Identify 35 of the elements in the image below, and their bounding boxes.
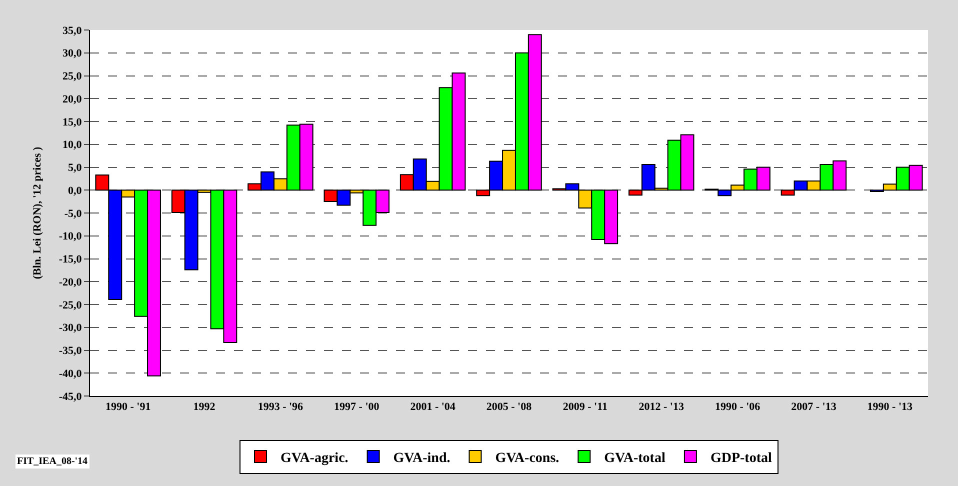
x-tick-label: 2005 - '08 [486,401,532,414]
x-tick-label: 2007 - '13 [791,401,837,414]
y-tick-label: -45,0 [58,390,82,403]
y-tick-label: -25,0 [58,299,82,312]
x-tick-label: 2009 - '11 [562,401,608,414]
x-tick-label: 1990 - '13 [867,401,914,414]
x-tick-label: 2001 - '04 [410,401,456,414]
y-tick-label: 5,0 [68,162,82,174]
y-tick-label: 35,0 [62,24,82,37]
y-tick-label: 10,0 [62,139,82,152]
y-tick-label: -15,0 [58,254,82,266]
y-tick-label: -40,0 [58,368,82,380]
y-tick-label: 0,0 [68,184,82,197]
text: FIT_IEA_08-'14 [17,456,88,467]
legend-label: GVA-total [604,450,666,466]
y-axis-title: (Bln. Lei (RON), '12 prices ) [32,146,44,280]
x-tick-label: 1990 - '06 [714,401,761,414]
legend-label: GVA-ind. [393,450,450,466]
y-tick-label: 25,0 [62,70,82,83]
y-tick-label: -10,0 [58,230,82,243]
x-tick-label: 1992 [193,401,216,414]
legend-label: GVA-agric. [280,450,348,466]
x-tick-label: 1993 - '96 [258,401,304,414]
y-tick-label: -5,0 [64,208,82,220]
legend-label: GDP-total [710,450,772,466]
y-tick-label: 15,0 [62,116,82,128]
y-tick-label: 30,0 [62,48,82,60]
y-tick-label: -35,0 [58,345,82,358]
y-tick-label: -20,0 [58,276,82,288]
x-tick-label: 1997 - '00 [334,401,380,414]
x-tick-label: 1990 - '91 [105,401,151,414]
legend-label: GVA-cons. [495,450,560,466]
y-tick-label: 20,0 [62,93,82,106]
y-tick-label: -30,0 [58,322,82,334]
x-tick-label: 2012 - '13 [638,401,684,414]
